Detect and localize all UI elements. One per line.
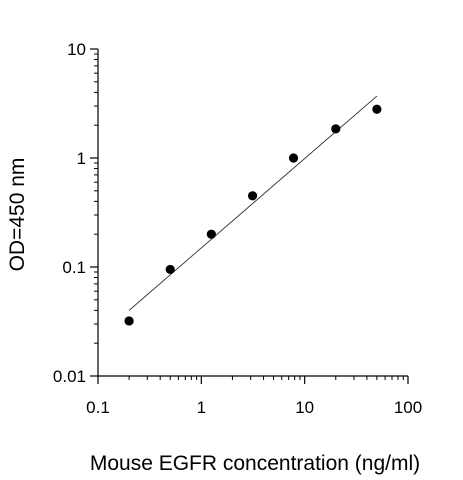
y-tick-label: 0.01 bbox=[53, 367, 86, 386]
y-tick-label: 10 bbox=[67, 40, 86, 59]
y-tick-label: 0.1 bbox=[62, 258, 86, 277]
x-tick-label: 1 bbox=[197, 398, 206, 417]
x-tick-label: 10 bbox=[295, 398, 314, 417]
axes bbox=[97, 49, 408, 377]
x-axis-title: Mouse EGFR concentration (ng/ml) bbox=[90, 452, 420, 475]
x-tick-label: 100 bbox=[394, 398, 422, 417]
data-point bbox=[247, 191, 258, 201]
y-tick-label: 1 bbox=[77, 149, 86, 168]
data-point bbox=[165, 264, 175, 275]
x-tick-label: 0.1 bbox=[86, 398, 110, 417]
data-points bbox=[124, 104, 382, 326]
data-point bbox=[331, 124, 341, 134]
data-point bbox=[124, 316, 134, 326]
y-axis-title: OD=450 nm bbox=[6, 158, 29, 272]
data-point bbox=[206, 229, 216, 239]
data-point bbox=[372, 104, 382, 114]
data-point bbox=[288, 153, 299, 163]
